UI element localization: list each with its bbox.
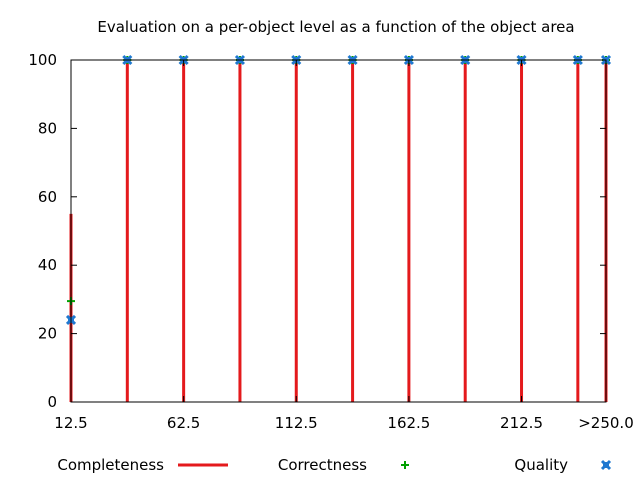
x-tick-label: 112.5 [275, 414, 318, 432]
legend-item-quality: Quality [514, 456, 612, 474]
x-tick-label: 12.5 [54, 414, 87, 432]
legend-swatch [600, 459, 612, 471]
axes: 0 20 40 60 80 100 12.5 62.5 112.5 162.5 212.5 >250.… [28, 51, 633, 432]
legend-label: Completeness [57, 456, 164, 474]
legend-swatch [401, 461, 409, 469]
y-tick-label: 60 [38, 188, 57, 206]
y-tick-label: 0 [47, 393, 57, 411]
legend-item-correctness: Correctness [278, 456, 409, 474]
y-tick-label: 80 [38, 119, 57, 137]
plot-border [70, 59, 607, 403]
x-tick-label: 212.5 [500, 414, 543, 432]
x-tick-label: 62.5 [167, 414, 200, 432]
legend-label: Correctness [278, 456, 367, 474]
x-tick-label: >250.0 [578, 414, 634, 432]
y-tick-label: 40 [38, 256, 57, 274]
legend-label: Quality [514, 456, 568, 474]
plot-area [65, 54, 612, 402]
x-tick-label: 162.5 [387, 414, 430, 432]
y-tick-label: 100 [28, 51, 57, 69]
y-tick-label: 20 [38, 325, 57, 343]
legend-item-completeness: Completeness [57, 456, 228, 474]
legend: Completeness Correctness Quality [57, 456, 612, 474]
chart-title: Evaluation on a per-object level as a fu… [97, 18, 574, 36]
